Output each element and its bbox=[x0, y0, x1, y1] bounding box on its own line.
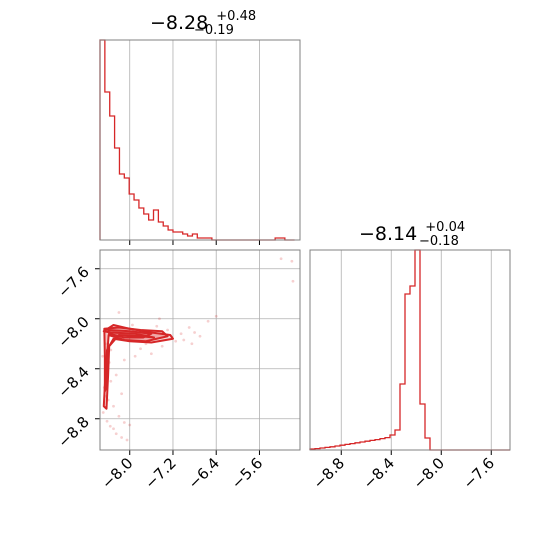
scatter-point bbox=[108, 424, 112, 428]
scatter-point bbox=[109, 379, 113, 383]
scatter-point bbox=[187, 326, 191, 329]
scatter-point bbox=[139, 347, 142, 351]
title-param2-lower: −0.18 bbox=[419, 234, 459, 249]
x-tick-label: −6.4 bbox=[185, 454, 223, 492]
title-param1-upper: +0.48 bbox=[216, 9, 256, 24]
title-param1: −8.28 +0.48 −0.19 bbox=[150, 3, 262, 38]
scatter-point bbox=[128, 423, 132, 427]
density-contours bbox=[102, 324, 174, 410]
ticks-hist-param2: −8.8 −8.4 −8.0 −7.6 bbox=[310, 450, 498, 493]
scatter-point bbox=[133, 354, 137, 358]
title-param2-upper: +0.04 bbox=[425, 220, 465, 235]
scatter-point bbox=[131, 323, 134, 327]
scatter-point bbox=[190, 342, 194, 346]
scatter-point bbox=[290, 259, 294, 263]
grid-hist-param2 bbox=[340, 250, 492, 450]
scatter-point bbox=[166, 328, 169, 332]
grid-scatter bbox=[100, 250, 300, 450]
scatter-point bbox=[174, 339, 178, 343]
scatter-point bbox=[193, 331, 196, 334]
panel-scatter-2d: −8.0 −7.2 −6.4 −5.6−7.6−8.0−8.4−8.8 bbox=[54, 249, 301, 493]
x-tick-label: −7.6 bbox=[460, 454, 498, 492]
scatter-point bbox=[122, 421, 126, 424]
ticks-hist-param1 bbox=[129, 240, 260, 245]
scatter-point bbox=[149, 352, 153, 356]
scatter-point bbox=[120, 392, 124, 396]
y-tick-label: −8.8 bbox=[54, 413, 92, 451]
scatter-point bbox=[112, 404, 115, 408]
scatter-point bbox=[182, 338, 186, 342]
scatter-point bbox=[117, 311, 121, 314]
x-tick-label: −8.0 bbox=[98, 454, 136, 492]
scatter-point bbox=[198, 334, 202, 338]
scatter-point bbox=[120, 436, 124, 439]
scatter-point bbox=[214, 314, 218, 318]
scatter-point bbox=[114, 432, 118, 436]
x-tick-label: −8.8 bbox=[310, 454, 348, 492]
y-tick-label: −7.6 bbox=[54, 263, 92, 301]
scatter-point bbox=[117, 414, 121, 418]
scatter-point bbox=[155, 324, 159, 328]
x-tick-label: −7.2 bbox=[141, 454, 179, 492]
y-tick-label: −8.4 bbox=[54, 363, 92, 401]
scatter-point bbox=[101, 354, 105, 358]
scatter-point bbox=[179, 332, 183, 336]
panel-hist-param1: −8.28 +0.48 −0.19 bbox=[99, 3, 301, 245]
scatter-point bbox=[160, 344, 164, 348]
x-tick-label: −5.6 bbox=[228, 454, 266, 492]
grid-hist-param1 bbox=[129, 40, 260, 240]
scatter-point bbox=[122, 358, 126, 362]
scatter-point bbox=[125, 438, 129, 442]
panel-hist-param2: −8.8 −8.4 −8.0 −7.6 −8.14 +0.04 −0.18 bbox=[309, 214, 511, 493]
scatter-point bbox=[101, 411, 105, 414]
scatter-point bbox=[105, 419, 109, 423]
x-tick-label: −8.4 bbox=[360, 454, 398, 492]
scatter-point bbox=[291, 279, 295, 283]
scatter-point bbox=[114, 373, 118, 377]
scatter-point bbox=[279, 257, 283, 261]
x-tick-label: −8.0 bbox=[410, 454, 448, 492]
scatter-point bbox=[109, 348, 113, 352]
title-param1-lower: −0.19 bbox=[194, 23, 234, 38]
y-tick-label: −8.0 bbox=[54, 313, 92, 351]
contour-level bbox=[107, 329, 153, 339]
title-param2: −8.14 +0.04 −0.18 bbox=[359, 214, 471, 249]
scatter-point bbox=[206, 319, 210, 323]
scatter-point bbox=[158, 317, 161, 321]
scatter-point bbox=[112, 427, 115, 431]
